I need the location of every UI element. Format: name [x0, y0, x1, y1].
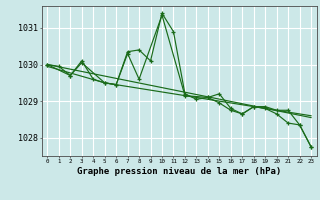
X-axis label: Graphe pression niveau de la mer (hPa): Graphe pression niveau de la mer (hPa): [77, 167, 281, 176]
